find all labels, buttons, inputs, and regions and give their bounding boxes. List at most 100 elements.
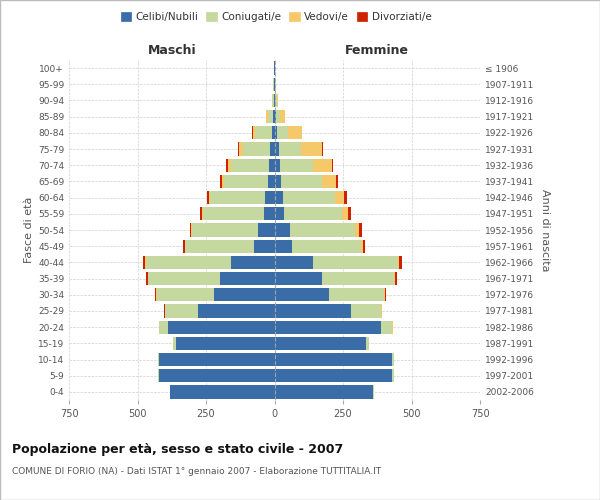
Bar — [301, 142, 322, 156]
Bar — [160, 320, 167, 334]
Bar — [322, 175, 336, 188]
Bar — [277, 94, 278, 107]
Bar — [206, 191, 209, 204]
Bar — [332, 158, 334, 172]
Bar — [275, 142, 278, 156]
Bar — [193, 224, 258, 236]
Bar — [143, 256, 145, 269]
Bar — [275, 272, 322, 285]
Bar — [329, 288, 384, 302]
Bar — [148, 272, 220, 285]
Bar — [146, 272, 148, 285]
Bar — [275, 288, 329, 302]
Bar — [281, 175, 322, 188]
Bar — [313, 256, 398, 269]
Bar — [313, 158, 332, 172]
Bar — [275, 336, 366, 350]
Bar — [203, 207, 263, 220]
Bar — [228, 158, 230, 172]
Bar — [335, 191, 344, 204]
Bar — [385, 288, 386, 302]
Bar — [280, 158, 313, 172]
Bar — [341, 207, 349, 220]
Bar — [230, 256, 275, 269]
Bar — [284, 207, 341, 220]
Bar — [176, 336, 275, 350]
Bar — [275, 94, 277, 107]
Text: Popolazione per età, sesso e stato civile - 2007: Popolazione per età, sesso e stato civil… — [12, 442, 343, 456]
Bar — [265, 191, 275, 204]
Bar — [275, 78, 276, 91]
Bar — [268, 175, 275, 188]
Bar — [272, 94, 274, 107]
Bar — [198, 304, 275, 318]
Bar — [275, 320, 382, 334]
Bar — [158, 353, 160, 366]
Bar — [275, 256, 313, 269]
Bar — [173, 336, 176, 350]
Bar — [200, 207, 202, 220]
Bar — [276, 110, 280, 124]
Bar — [275, 126, 277, 140]
Bar — [253, 126, 256, 140]
Bar — [258, 224, 275, 236]
Bar — [275, 353, 392, 366]
Text: COMUNE DI FORIO (NA) - Dati ISTAT 1° gennaio 2007 - Elaborazione TUTTITALIA.IT: COMUNE DI FORIO (NA) - Dati ISTAT 1° gen… — [12, 468, 381, 476]
Bar — [280, 110, 286, 124]
Bar — [283, 191, 335, 204]
Bar — [202, 207, 203, 220]
Bar — [170, 386, 275, 398]
Bar — [363, 240, 365, 253]
Bar — [271, 142, 275, 156]
Bar — [157, 288, 214, 302]
Bar — [239, 142, 243, 156]
Bar — [167, 320, 275, 334]
Bar — [165, 304, 198, 318]
Bar — [351, 304, 382, 318]
Bar — [275, 386, 373, 398]
Bar — [394, 272, 395, 285]
Bar — [220, 175, 221, 188]
Bar — [221, 175, 224, 188]
Bar — [398, 256, 399, 269]
Bar — [349, 207, 350, 220]
Bar — [160, 369, 275, 382]
Legend: Celibi/Nubili, Coniugati/e, Vedovi/e, Divorziati/e: Celibi/Nubili, Coniugati/e, Vedovi/e, Di… — [116, 8, 436, 26]
Bar — [373, 386, 374, 398]
Bar — [322, 142, 323, 156]
Bar — [266, 110, 268, 124]
Y-axis label: Fasce di età: Fasce di età — [24, 197, 34, 263]
Bar — [275, 191, 283, 204]
Bar — [254, 240, 275, 253]
Bar — [275, 207, 284, 220]
Bar — [191, 224, 193, 236]
Bar — [230, 158, 269, 172]
Text: Femmine: Femmine — [345, 44, 409, 57]
Bar — [278, 142, 301, 156]
Bar — [226, 158, 228, 172]
Bar — [214, 288, 275, 302]
Bar — [272, 126, 275, 140]
Bar — [275, 110, 276, 124]
Bar — [275, 304, 351, 318]
Bar — [224, 175, 268, 188]
Bar — [275, 240, 292, 253]
Bar — [355, 224, 359, 236]
Bar — [292, 240, 361, 253]
Bar — [160, 353, 275, 366]
Bar — [190, 224, 191, 236]
Bar — [209, 191, 210, 204]
Bar — [275, 175, 281, 188]
Bar — [185, 240, 254, 253]
Bar — [392, 369, 394, 382]
Bar — [274, 94, 275, 107]
Text: Maschi: Maschi — [148, 44, 196, 57]
Bar — [220, 272, 275, 285]
Bar — [238, 142, 239, 156]
Bar — [263, 207, 275, 220]
Bar — [359, 224, 362, 236]
Bar — [155, 288, 156, 302]
Y-axis label: Anni di nascita: Anni di nascita — [539, 188, 550, 271]
Bar — [275, 158, 280, 172]
Bar — [382, 320, 392, 334]
